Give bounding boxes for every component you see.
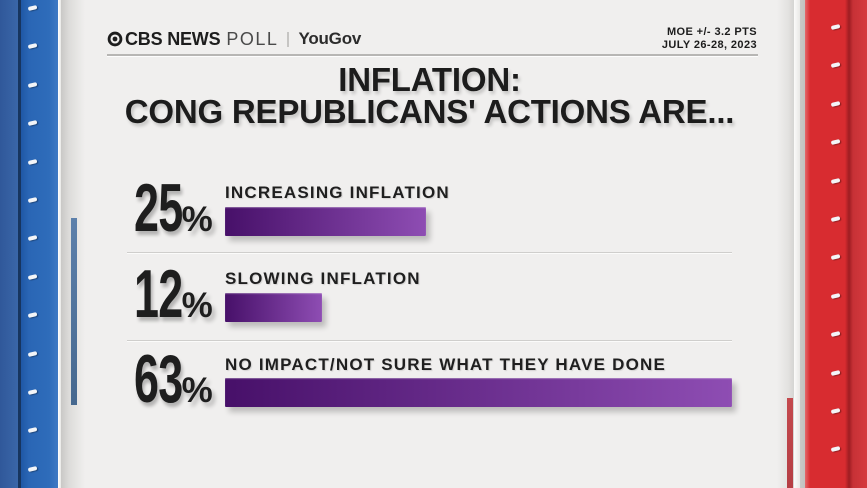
brand-lockup: CBS NEWS POLL YouGov [107,29,361,49]
chart-title-line2: CONG REPUBLICANS' ACTIONS ARE... [124,93,735,130]
poll-category-label: SLOWING INFLATION [225,269,421,288]
poll-value: 12% [134,260,213,340]
cbs-eye-icon [107,31,123,47]
left-border-highlight [58,0,61,488]
right-gutter-highlight [794,0,800,488]
header-rule [107,54,758,56]
poll-value: 25% [134,174,213,254]
chart-title: INFLATION: CONG REPUBLICANS' ACTIONS ARE… [84,61,775,130]
percent-sign: % [181,371,213,410]
row-separator [127,252,732,253]
brand-poll: POLL [226,28,279,49]
percent-sign: % [181,200,213,239]
left-border-outer-stripe [0,0,18,488]
date-line: JULY 26-28, 2023 [661,39,757,51]
brand-yougov: YouGov [298,29,362,48]
left-blue-accent-strip [71,218,77,405]
poll-category-label: INCREASING INFLATION [225,183,450,202]
left-border-dark-line [18,0,21,488]
poll-value: 63% [134,345,213,425]
poll-category-label: NO IMPACT/NOT SURE WHAT THEY HAVE DONE [225,355,667,374]
poll-value-number: 63 [134,341,183,417]
poll-value-number: 25 [134,170,183,246]
poll-meta: MOE +/- 3.2 PTS JULY 26-28, 2023 [662,26,757,52]
poll-value-number: 12 [134,256,183,332]
poll-bar [225,293,322,322]
right-red-accent-strip [787,398,793,488]
percent-sign: % [181,286,213,325]
left-border-blue-panel [21,0,58,488]
brand-divider [287,31,290,47]
brand-cbs-news: CBS NEWS [125,28,221,49]
moe-line: MOE +/- 3.2 PTS [666,26,757,38]
chart-title-line1: INFLATION: [338,61,521,98]
poll-bar [225,378,732,407]
right-border-red-panel [805,0,867,488]
poll-bar [225,207,426,236]
row-separator [127,340,732,341]
